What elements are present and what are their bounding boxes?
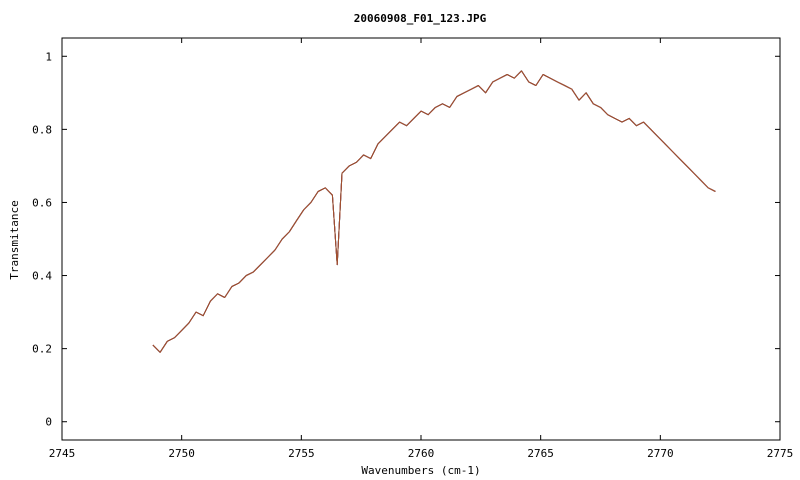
plot-frame xyxy=(61,37,781,441)
x-tick-label: 2775 xyxy=(767,447,794,460)
chart-title: 20060908_F01_123.JPG xyxy=(354,12,487,25)
x-tick-label: 2755 xyxy=(288,447,315,460)
y-axis-label: Transmitance xyxy=(8,200,21,279)
series-line-6 xyxy=(152,70,716,353)
series-layer xyxy=(152,70,716,353)
y-axis: 0 0.2 0.4 0.6 0.8 1 xyxy=(32,50,780,429)
y-tick-label: 0.4 xyxy=(32,270,52,283)
series-line-5 xyxy=(152,70,716,353)
series-line-4 xyxy=(152,70,716,353)
x-tick-label: 2765 xyxy=(527,447,554,460)
y-tick-label: 0 xyxy=(45,416,52,429)
x-axis: 2745 2750 2755 2760 2765 2770 2775 xyxy=(49,38,794,460)
x-tick-label: 2750 xyxy=(168,447,195,460)
x-tick-label: 2745 xyxy=(49,447,76,460)
y-tick-label: 0.2 xyxy=(32,343,52,356)
series-line-1 xyxy=(152,70,716,353)
y-tick-label: 1 xyxy=(45,50,52,63)
x-tick-label: 2760 xyxy=(408,447,435,460)
series-line-3 xyxy=(152,70,716,353)
y-tick-label: 0.6 xyxy=(32,196,52,209)
y-tick-label: 0.8 xyxy=(32,123,52,136)
x-axis-label: Wavenumbers (cm-1) xyxy=(361,464,480,477)
series-line-2 xyxy=(152,70,716,353)
x-tick-label: 2770 xyxy=(647,447,674,460)
